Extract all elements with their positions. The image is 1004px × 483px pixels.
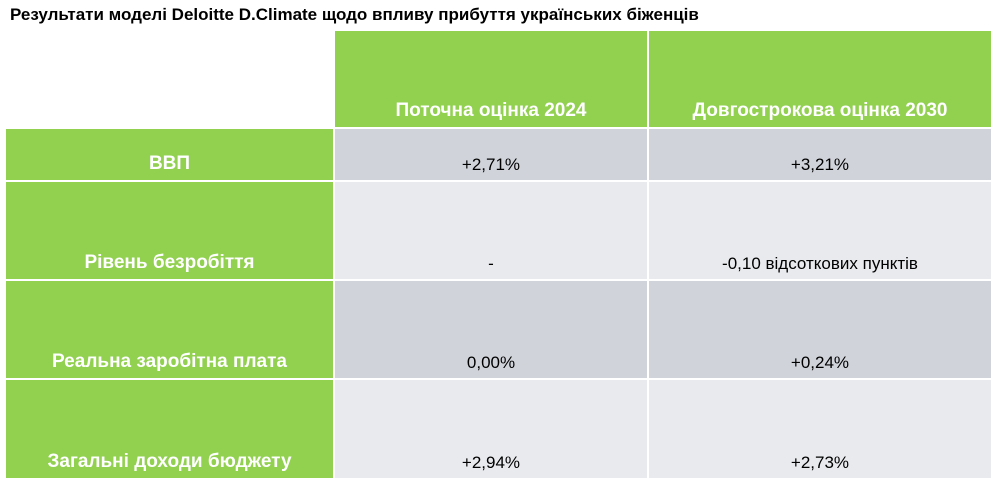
row-label-gdp: ВВП [6, 129, 335, 182]
table-cell: +2,71% [335, 129, 649, 182]
cell-value: +0,24% [790, 353, 850, 372]
column-header-longterm-2030: Довгострокова оцінка 2030 [647, 31, 993, 129]
row-label-real-wage: Реальна заробітна плата [6, 281, 335, 380]
table-cell: 0,00% [335, 281, 649, 380]
row-label-text: ВВП [148, 153, 191, 174]
row-label-text: Рівень безробіття [84, 252, 255, 273]
cell-value: +3,21% [790, 155, 850, 174]
table-cell: -0,10 відсоткових пунктів [649, 182, 993, 281]
table-cell: - [335, 182, 649, 281]
cell-value: +2,94% [461, 453, 521, 472]
cell-value: +2,71% [461, 155, 521, 174]
row-label-text: Реальна заробітна плата [51, 351, 287, 372]
row-label-budget-revenue: Загальні доходи бюджету [6, 380, 335, 480]
cell-value: 0,00% [466, 353, 516, 372]
column-header-label: Поточна оцінка 2024 [395, 100, 587, 121]
cell-value: - [488, 254, 494, 273]
table-cell: +3,21% [649, 129, 993, 182]
row-label-text: Загальні доходи бюджету [47, 451, 292, 472]
table-cell: +0,24% [649, 281, 993, 380]
cell-value: -0,10 відсоткових пунктів [722, 254, 918, 273]
table-cell: +2,94% [335, 380, 649, 480]
column-header-current-2024: Поточна оцінка 2024 [333, 31, 649, 129]
table-cell: +2,73% [649, 380, 993, 480]
row-label-unemployment: Рівень безробіття [6, 182, 335, 281]
page-title: Результати моделі Deloitte D.Climate щод… [10, 5, 699, 24]
cell-value: +2,73% [790, 453, 850, 472]
column-header-label: Довгострокова оцінка 2030 [692, 100, 948, 121]
